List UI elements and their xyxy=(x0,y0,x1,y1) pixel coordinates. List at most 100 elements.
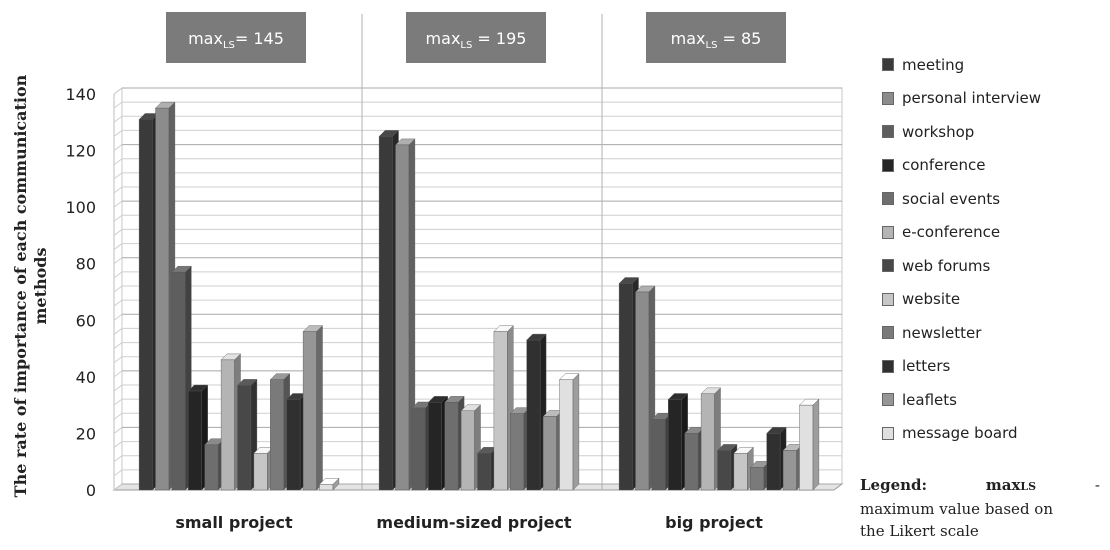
bar-meeting xyxy=(138,119,153,491)
legend-label: newsletter xyxy=(902,323,982,342)
legend-note-dash: - xyxy=(1094,476,1100,494)
y-tick-label: 100 xyxy=(65,198,96,217)
legend-label: conference xyxy=(902,156,986,175)
gridline-side xyxy=(113,299,123,307)
legend-note-line3: the Likert scale xyxy=(860,522,979,540)
max-box xyxy=(166,12,306,63)
max-box-label: maxLS= 145 xyxy=(188,29,284,51)
gridline-side xyxy=(113,101,123,109)
legend-item: newsletter xyxy=(882,316,1102,350)
y-tick-label: 20 xyxy=(76,424,96,443)
legend-item: meeting xyxy=(882,48,1102,82)
legend-label: leaflets xyxy=(902,390,957,409)
legend-item: e-conference xyxy=(882,216,1102,250)
bar-website xyxy=(493,331,508,491)
bar-leaflets-side xyxy=(316,325,323,491)
gridline-side xyxy=(113,87,123,95)
max-box-label: maxLS = 195 xyxy=(426,29,527,51)
legend-swatch xyxy=(882,58,894,72)
y-tick-label: 60 xyxy=(76,311,96,330)
gridline-side xyxy=(113,342,123,349)
bar-letters xyxy=(526,339,541,491)
legend-note-term-sub: LS xyxy=(1020,480,1037,493)
legend-item: website xyxy=(882,283,1102,317)
bar-website xyxy=(733,453,748,491)
gridline-side xyxy=(113,158,123,166)
gridline-side xyxy=(113,412,123,420)
y-axis-title: The rate of importance of each communica… xyxy=(11,74,30,497)
max-box-label: maxLS = 85 xyxy=(671,29,762,51)
bar-conference xyxy=(428,402,442,491)
bar-web-forums xyxy=(477,453,492,491)
gridline-side xyxy=(113,186,123,194)
bar-meeting xyxy=(378,136,393,491)
bar-chart: 0 20 40 60 80 100 120 140 The rate of importance… xyxy=(11,12,844,532)
legend-item: message board xyxy=(882,417,1102,451)
legend-swatch xyxy=(882,326,894,340)
legend-label: website xyxy=(902,290,961,309)
gridline-side xyxy=(113,370,123,378)
bar-newsletter xyxy=(270,379,284,491)
bar-website xyxy=(253,453,268,491)
legend-swatch xyxy=(882,225,894,239)
legend-swatch xyxy=(882,158,894,172)
gridline-side xyxy=(113,200,123,208)
gridline-side xyxy=(113,257,123,265)
y-tick-label: 40 xyxy=(76,368,96,387)
gridline-side xyxy=(113,427,123,434)
legend-swatch xyxy=(882,292,894,306)
category-label: medium-sized project xyxy=(376,513,572,532)
gridline-side xyxy=(113,172,123,180)
legend-label: workshop xyxy=(902,122,975,141)
legend-item: workshop xyxy=(882,115,1102,149)
gridline-side xyxy=(113,130,123,137)
category-label: big project xyxy=(665,513,763,532)
bar-conference xyxy=(668,399,682,491)
max-box xyxy=(646,12,786,63)
legend-item: leaflets xyxy=(882,383,1102,417)
legend-swatch xyxy=(882,192,894,206)
gridline-side xyxy=(113,328,123,335)
legend-note-line2: maximum value based on xyxy=(860,500,1054,518)
bar-conference xyxy=(188,390,202,491)
bar-message-board xyxy=(559,379,574,491)
gridline-side xyxy=(113,144,123,151)
y-axis-title-line2: methods xyxy=(31,248,50,325)
bar-personal-interview xyxy=(155,107,170,491)
gridline-side xyxy=(113,115,123,123)
bar-personal-interview xyxy=(635,291,650,491)
gridline-side xyxy=(113,313,123,321)
legend-note: Legend: maxLS - maximum value based on t… xyxy=(860,474,1100,542)
legend-item: personal interview xyxy=(882,82,1102,116)
bar-letters xyxy=(286,399,301,491)
gridline-side xyxy=(113,398,123,406)
y-tick-label: 0 xyxy=(86,481,96,500)
bar-social-events xyxy=(444,402,459,491)
bar-social-events xyxy=(684,433,699,491)
gridline-side xyxy=(113,483,123,491)
bar-social-events xyxy=(204,444,219,491)
bar-letters xyxy=(766,433,781,491)
bar-workshop xyxy=(651,419,666,491)
legend-label: web forums xyxy=(902,256,991,275)
bar-leaflets xyxy=(302,331,317,491)
bar-newsletter xyxy=(510,413,524,491)
legend-swatch xyxy=(882,426,894,440)
bar-message-board-side xyxy=(812,398,820,491)
bar-message-board xyxy=(799,404,814,491)
bar-newsletter xyxy=(750,467,764,491)
gridline-side xyxy=(113,384,123,392)
legend-swatch xyxy=(882,125,894,139)
legend-item: conference xyxy=(882,149,1102,183)
gridline-side xyxy=(113,441,123,448)
gridline-side xyxy=(113,214,123,222)
bar-workshop xyxy=(171,272,186,491)
legend-swatch xyxy=(882,393,894,407)
bar-web-forums xyxy=(717,450,732,491)
legend-label: e-conference xyxy=(902,223,1001,242)
bar-e-conference xyxy=(700,393,715,491)
legend-label: meeting xyxy=(902,55,965,74)
bar-web-forums xyxy=(237,385,252,491)
bar-leaflets xyxy=(782,450,797,491)
legend-label: message board xyxy=(902,424,1018,443)
